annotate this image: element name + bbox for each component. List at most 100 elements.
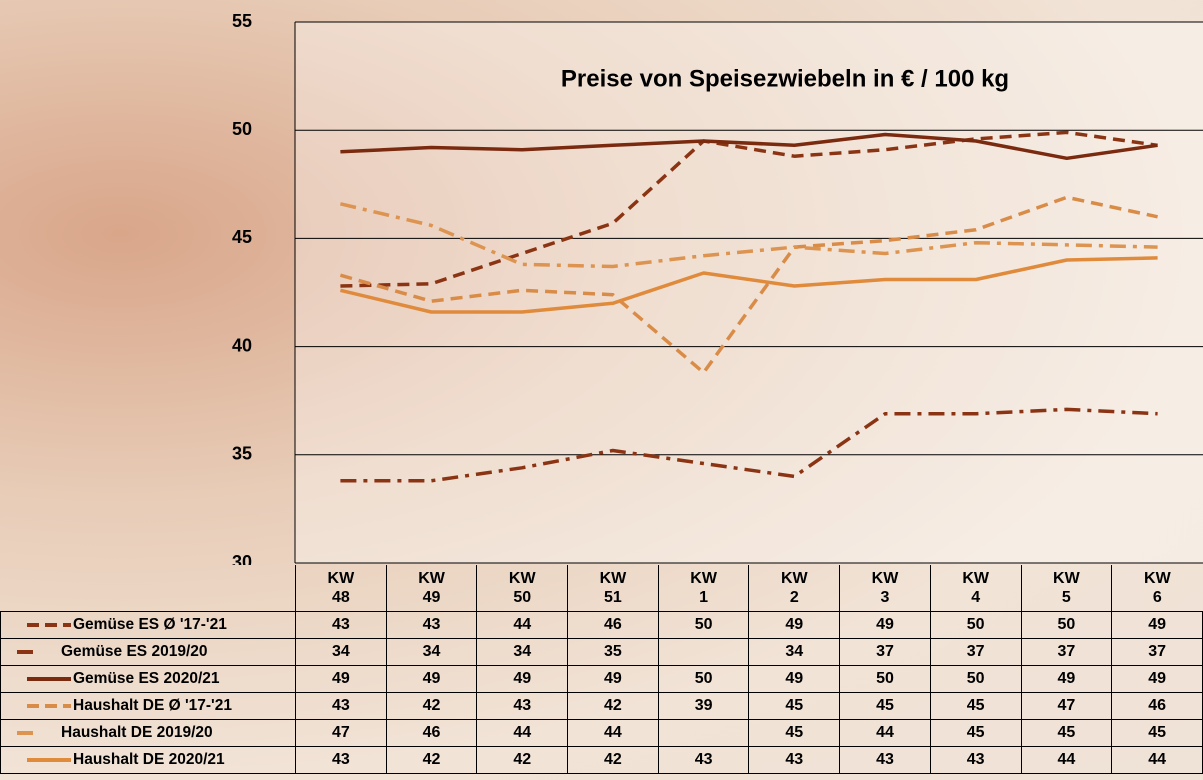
x-tick-label: KW 3: [871, 570, 899, 606]
data-label: 50: [839, 665, 931, 693]
table-row: Gemüse ES 2019/20 34 34 34 35 34 37 37 37 37: [0, 638, 1203, 666]
corner: [1, 565, 296, 612]
data-label: 44: [476, 719, 569, 747]
data-label: 49: [748, 665, 841, 693]
legend-label: Haushalt DE Ø '17-'21: [73, 697, 232, 714]
data-label: 49: [1111, 665, 1203, 693]
y-tick-label: 45: [232, 227, 252, 247]
data-label: 42: [385, 692, 478, 720]
data-label: 43: [748, 746, 841, 774]
table-row: Gemüse ES 2020/21 49 49 49 49 50 49 50 50 49 49: [0, 665, 1203, 693]
data-table: KW 48 KW 49 KW 50 KW 51 KW 1 KW 2 KW 3 KW 4 KW 5…: [0, 565, 1203, 774]
data-label: 43: [295, 692, 387, 720]
category-cell: KW 1: [657, 565, 749, 612]
data-label: 37: [839, 638, 931, 666]
category-cell: KW 51: [567, 565, 659, 612]
data-label: 50: [1020, 611, 1113, 639]
legend-swatch: [27, 757, 71, 762]
legend-cell: Gemüse ES 2020/21: [0, 665, 296, 693]
data-label: 34: [295, 638, 387, 666]
data-label: 34: [748, 638, 841, 666]
data-label: 37: [1020, 638, 1113, 666]
data-label: 47: [1020, 692, 1113, 720]
data-label: [657, 638, 750, 666]
series-line: [340, 132, 1158, 161]
legend-swatch: [17, 649, 33, 654]
legend-swatch: [17, 730, 33, 735]
plot-area: [295, 22, 1203, 563]
data-label: 43: [839, 746, 931, 774]
data-label: 49: [567, 665, 659, 693]
y-tick-label: 55: [232, 11, 252, 31]
data-label: 45: [929, 719, 1022, 747]
legend-swatch: [27, 676, 71, 681]
series-line: [340, 130, 1158, 288]
category-cell: KW 5: [1020, 565, 1112, 612]
data-label: 43: [476, 692, 569, 720]
data-label: 50: [657, 611, 750, 639]
data-label: 45: [1111, 719, 1203, 747]
data-label: 50: [657, 665, 750, 693]
data-label: 44: [1020, 746, 1113, 774]
legend-cell: Haushalt DE Ø '17-'21: [0, 692, 296, 720]
table-header: KW 48 KW 49 KW 50 KW 51 KW 1 KW 2 KW 3 KW 4 KW 5…: [1, 565, 1203, 612]
data-label: 44: [567, 719, 659, 747]
data-label: 45: [839, 692, 931, 720]
x-tick-label: KW 1: [690, 570, 717, 606]
series-line: [339, 195, 1158, 375]
legend-swatch: [27, 703, 71, 708]
data-label: 49: [748, 611, 841, 639]
data-label: 42: [476, 746, 569, 774]
y-tick-label: 35: [232, 444, 252, 464]
x-tick-label: KW 4: [962, 570, 989, 606]
data-label: 49: [476, 665, 569, 693]
table-row: Haushalt DE 2020/21 43 42 42 42 43 43 43 43 44 44: [0, 746, 1203, 774]
data-label: 49: [295, 665, 387, 693]
data-label: 39: [657, 692, 750, 720]
x-tick-label: KW 49: [418, 570, 445, 606]
data-label: 43: [929, 746, 1022, 774]
data-label: 45: [748, 692, 841, 720]
legend-cell: Gemüse ES Ø '17-'21: [0, 611, 296, 639]
x-tick-label: KW 2: [780, 570, 808, 606]
y-tick-label: 40: [232, 335, 252, 355]
legend-cell: Haushalt DE 2019/20: [0, 719, 296, 747]
data-label: 45: [748, 719, 841, 747]
data-label: 43: [657, 746, 750, 774]
legend-label: Gemüse ES Ø '17-'21: [73, 616, 227, 633]
table-row: Haushalt DE Ø '17-'21 43 42 43 42 39 45 45 45 47 4…: [0, 692, 1203, 720]
data-label: 44: [476, 611, 569, 639]
data-label: 46: [1111, 692, 1203, 720]
data-label: 43: [385, 611, 478, 639]
data-label: 49: [385, 665, 478, 693]
data-label: 47: [295, 719, 387, 747]
data-label: 34: [476, 638, 569, 666]
legend-label: Haushalt DE 2020/21: [73, 751, 225, 768]
category-cell: KW 48: [295, 565, 387, 612]
x-tick-label: KW 50: [508, 570, 536, 606]
chart: Preise von Speisezwiebeln in € / 100 kg …: [232, 11, 1203, 565]
data-label: 44: [1111, 746, 1203, 774]
data-label: 46: [385, 719, 478, 747]
category-cell: KW 2: [748, 565, 840, 612]
table-row: Gemüse ES Ø '17-'21 43 43 44 46 50 49 49 50 50 49: [0, 611, 1203, 639]
series-line: [340, 407, 1158, 483]
legend-label: Gemüse ES 2020/21: [73, 670, 220, 687]
data-label: 42: [567, 692, 659, 720]
data-label: 43: [295, 611, 387, 639]
data-label: [657, 719, 750, 747]
category-cell: KW 3: [839, 565, 931, 612]
legend-label: Haushalt DE 2019/20: [61, 724, 213, 741]
data-label: 50: [929, 611, 1022, 639]
data-label: 37: [1111, 638, 1203, 666]
data-label: 42: [385, 746, 478, 774]
x-tick-label: KW 5: [1053, 570, 1080, 606]
x-tick-label: KW 6: [1144, 570, 1171, 606]
legend-cell: Haushalt DE 2020/21: [0, 746, 296, 774]
category-cell: KW 49: [385, 565, 477, 612]
y-tick-label: 30: [232, 552, 252, 565]
data-label: 46: [567, 611, 659, 639]
data-label: 35: [567, 638, 659, 666]
data-label: 44: [839, 719, 931, 747]
data-label: 49: [1111, 611, 1203, 639]
